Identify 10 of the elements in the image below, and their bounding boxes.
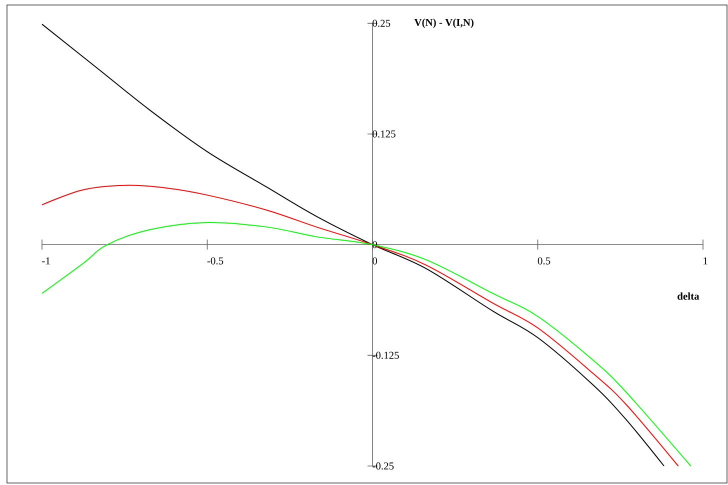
x-tick-label: -1 (42, 257, 50, 264)
x-tick-label: 1 (704, 257, 708, 264)
y-axis-title: V(N) - V(I,N) (414, 18, 474, 28)
y-tick-label: -0.25 (372, 462, 394, 470)
y-tick-label: -0.125 (372, 352, 399, 359)
x-axis-title: delta (678, 292, 700, 300)
x-tick-label: 0.5 (538, 257, 550, 264)
x-tick-label: -0.5 (207, 257, 224, 264)
y-tick-label: 0.25 (372, 20, 390, 27)
y-tick-label: 0.125 (372, 130, 396, 138)
